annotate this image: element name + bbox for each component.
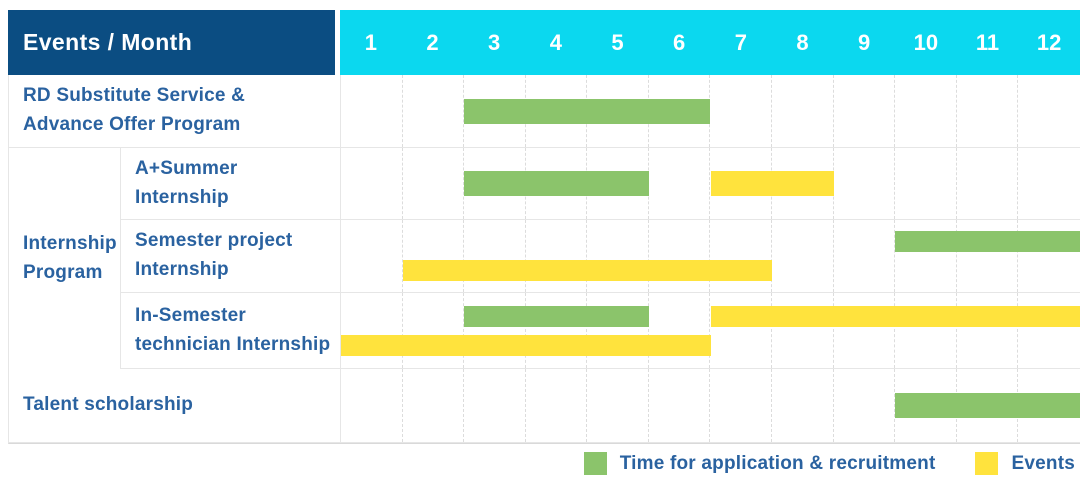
month-label: 10 [913,29,939,55]
month-gridline [957,293,1019,368]
label-line: Advance Offer Program [23,114,241,135]
application-bar [464,305,649,327]
chart-cell-in-semester-technician-internship [341,293,1080,368]
application-bar [464,171,649,196]
legend-swatch-event [975,452,999,475]
bar-track [341,171,1080,196]
month-gridline [772,293,834,368]
row-in-semester-technician-internship: In-Semester technician Internship [121,293,1080,369]
month-label: 7 [734,29,747,55]
month-gridline [710,293,773,368]
legend: Time for application & recruitment Events [583,452,1075,475]
gantt-table: Events / Month 1 2 3 4 5 6 7 8 9 10 11 12 RD Substi… [8,10,1080,444]
chart-cell-semester-project-internship [341,220,1080,292]
month-label: 8 [796,29,809,55]
event-bar [402,260,773,281]
label-line: A+Summer [135,157,238,179]
month-label: 6 [673,29,686,55]
row-label-semester-project-internship: Semester project Internship [121,220,341,292]
month-label: 5 [611,29,624,55]
bar-track [341,334,1080,356]
application-bar [464,98,711,124]
month-gridline [1018,293,1080,368]
chart-cell-talent-scholarship [341,369,1080,442]
event-bar [710,305,1080,327]
internship-program-group: Internship Program A+Summer Internship Semes… [9,148,1080,369]
legend-item-application: Time for application & recruitment [583,452,936,475]
month-label: 1 [364,29,377,55]
bar-track [341,305,1080,327]
label-line: Internship [135,186,229,208]
bar-track [341,98,1080,124]
row-semester-project-internship: Semester project Internship [121,220,1080,293]
month-gridline [526,293,588,368]
row-talent-scholarship: Talent scholarship [9,369,1080,443]
legend-label: Events [1011,452,1075,474]
row-label-rd-substitute-service: RD Substitute Service & Advance Offer Pro… [9,75,341,147]
month-gridlines [341,293,1080,368]
chart-cell-a-plus-summer-internship [341,148,1080,219]
row-rd-substitute-service: RD Substitute Service & Advance Offer Pro… [9,75,1080,148]
label-line: Program [23,261,103,283]
label-line: In-Semester [135,304,246,326]
month-label: 3 [488,29,501,55]
month-gridline [403,293,465,368]
month-gridline [895,293,957,368]
label-line: technician Internship [135,333,331,355]
event-bar [341,334,711,356]
header-row: Events / Month 1 2 3 4 5 6 7 8 9 10 11 12 [8,10,1080,75]
month-label: 12 [1036,29,1062,55]
row-label-talent-scholarship: Talent scholarship [9,369,341,442]
header-title-cell: Events / Month [8,10,340,75]
month-gridline [649,293,711,368]
legend-label: Time for application & recruitment [619,452,936,474]
month-label: 4 [549,29,562,55]
legend-item-event: Events [975,452,1075,475]
legend-swatch-application [583,452,607,475]
group-rows: A+Summer Internship Semester project Intern… [121,148,1080,369]
month-gridline [587,293,649,368]
row-label-a-plus-summer-internship: A+Summer Internship [121,148,341,219]
month-gridline [834,293,896,368]
bar-track [341,393,1080,418]
label-line: Semester project [135,230,293,252]
rows: RD Substitute Service & Advance Offer Pro… [8,75,1080,444]
month-header: 1 2 3 4 5 6 7 8 9 10 11 12 [340,10,1080,75]
application-bar [895,231,1080,252]
label-line: Talent scholarship [23,394,194,416]
label-line: Internship [23,232,117,254]
label-line: RD Substitute Service & [23,85,246,107]
bar-track [341,231,1080,252]
application-bar [895,393,1080,418]
chart-cell-rd-substitute-service [341,75,1080,147]
month-gridline [464,293,526,368]
label-line: Internship [135,259,229,280]
page-title: Events / Month [23,29,193,55]
bar-track [341,260,1080,281]
row-a-plus-summer-internship: A+Summer Internship [121,148,1080,220]
month-label: 2 [426,29,439,55]
month-label: 11 [975,29,1000,55]
row-label-in-semester-technician-internship: In-Semester technician Internship [121,293,341,368]
group-label: Internship Program [9,148,121,369]
month-label: 9 [858,29,871,55]
month-gridline [341,293,403,368]
event-bar [710,171,834,196]
